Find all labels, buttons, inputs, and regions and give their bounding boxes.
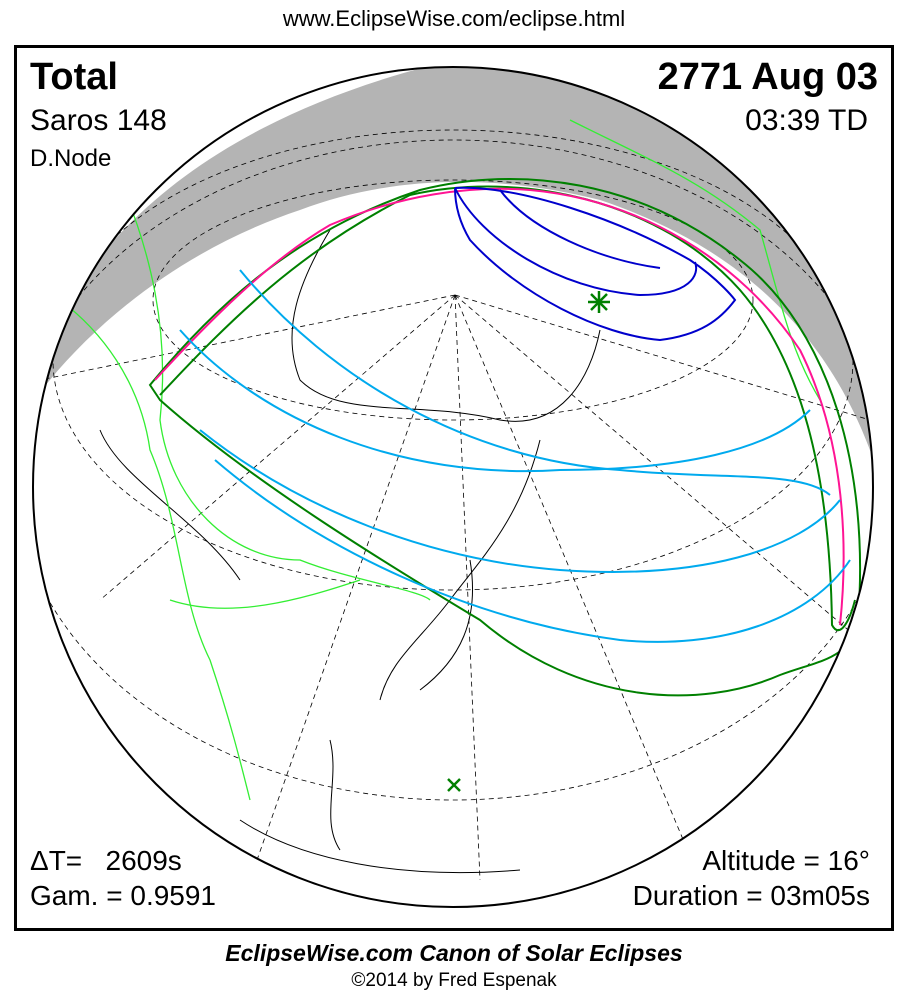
delta-t: ΔT= 2609s: [30, 845, 182, 876]
source-url: www.EclipseWise.com/eclipse.html: [282, 6, 626, 31]
umbral-path: [454, 186, 737, 342]
copyright: ©2014 by Fred Espenak: [351, 970, 557, 991]
subsolar-point-x-icon: [447, 778, 461, 792]
greatest-eclipse-star-icon: [588, 291, 610, 313]
country-borders: [59, 119, 821, 801]
node: D.Node: [30, 145, 112, 172]
gamma: Gam. = 0.9591: [30, 880, 217, 911]
eclipse-date: 2771 Aug 03: [657, 56, 878, 98]
altitude: Altitude = 16°: [702, 845, 870, 876]
eclipse-type: Total: [30, 56, 118, 98]
globe-disk: [33, 67, 873, 907]
rise-set-curve: [154, 187, 845, 626]
penumbra-inner-curve: [159, 185, 856, 632]
saros-number: Saros 148: [30, 104, 167, 137]
penumbra-outer-limit: [148, 178, 862, 697]
duration: Duration = 03m05s: [632, 880, 870, 911]
night-region: [33, 67, 873, 480]
map-frame: [14, 45, 894, 931]
eclipse-time: 03:39 TD: [745, 104, 868, 137]
canon-title: EclipseWise.com Canon of Solar Eclipses: [225, 940, 683, 966]
magnitude-lines: [179, 269, 851, 643]
coastlines: [99, 229, 601, 874]
globe-outline: [32, 66, 874, 908]
